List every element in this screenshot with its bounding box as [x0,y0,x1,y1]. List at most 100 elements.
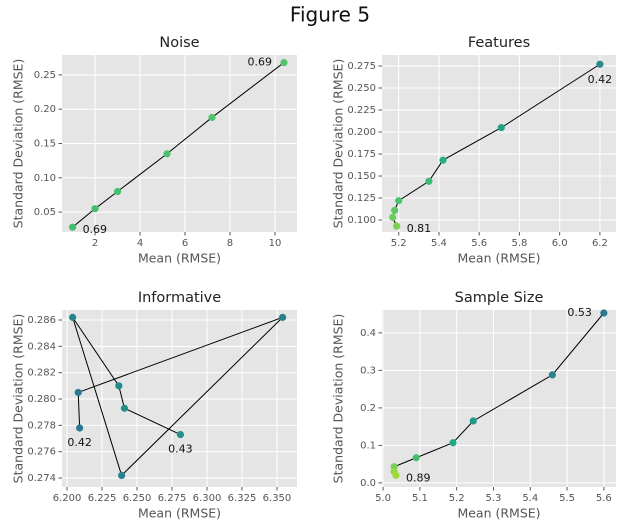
x-axis-label: Mean (RMSE) [138,251,221,266]
y-tick-label: 0.20 [34,104,56,115]
y-tick-label: 0.282 [27,368,56,379]
x-tick-label: 5.6 [471,238,487,249]
x-tick-label: 6 [182,238,188,249]
point [600,309,608,317]
x-tick-label: 6.300 [193,493,222,504]
point [389,213,397,221]
point [449,439,457,447]
x-tick-label: 6.225 [88,493,117,504]
x-tick-label: 4 [137,238,143,249]
y-tick-label: 0.4 [360,328,376,339]
plot-area [62,310,297,487]
x-tick-label: 2 [92,238,98,249]
x-tick-label: 5.6 [596,493,612,504]
annotation: 0.43 [168,443,193,456]
point [393,222,401,230]
point [208,113,216,122]
y-tick-label: 0.276 [27,447,56,458]
annotation: 0.42 [67,436,92,449]
x-tick-label: 8 [227,238,233,249]
point [596,60,604,68]
x-tick-label: 5.4 [431,238,447,249]
point [469,417,477,425]
annotation: 0.81 [407,222,432,235]
x-tick-label: 6.2 [592,238,608,249]
x-tick-label: 5.0 [375,493,391,504]
y-tick-label: 0.150 [347,171,376,182]
y-tick-label: 0.15 [34,139,56,150]
subplot-title: Informative [138,290,221,306]
point [74,388,82,397]
y-tick-label: 0.274 [27,473,56,484]
point [115,382,123,390]
x-tick-label: 5.8 [511,238,527,249]
point [91,205,99,213]
x-axis-label: Mean (RMSE) [138,506,221,521]
point [280,58,288,67]
plot-area [382,55,616,232]
point [163,150,171,158]
x-tick-label: 6.275 [158,493,187,504]
x-tick-label: 5.2 [449,493,465,504]
point [176,430,185,439]
point [113,187,122,196]
y-tick-label: 0.05 [34,207,56,218]
subplot-title: Sample Size [455,290,544,306]
point [120,404,129,412]
y-tick-label: 0.250 [347,83,376,94]
plot-area [382,310,616,487]
point [391,206,399,214]
y-axis-label: Standard Deviation (RMSE) [331,314,346,484]
x-tick-label: 6.200 [53,493,82,504]
point [68,223,77,231]
point [118,471,126,480]
y-tick-label: 0.225 [347,105,376,116]
x-tick-label: 6.250 [123,493,152,504]
y-tick-label: 0.25 [34,70,56,81]
y-tick-label: 0.275 [347,61,376,72]
x-tick-label: 10 [269,238,282,249]
annotation: 0.69 [83,223,108,236]
y-tick-label: 0.278 [27,420,56,431]
y-tick-label: 0.280 [27,394,56,405]
y-axis-label: Standard Deviation (RMSE) [11,59,26,229]
y-axis-label: Standard Deviation (RMSE) [331,59,346,229]
annotation: 0.42 [588,73,613,86]
figure-title: Figure 5 [290,3,370,27]
y-tick-label: 0.2 [360,403,376,414]
point [395,197,403,205]
y-tick-label: 0.125 [347,193,376,204]
y-tick-label: 0.284 [27,341,56,352]
x-tick-label: 5.2 [391,238,407,249]
y-tick-label: 0.175 [347,149,376,160]
x-tick-label: 5.5 [559,493,575,504]
y-tick-label: 0.1 [360,440,376,451]
x-tick-label: 5.4 [522,493,538,504]
annotation: 0.53 [567,306,592,319]
y-tick-label: 0.0 [360,478,376,489]
y-tick-label: 0.286 [27,315,56,326]
y-axis-label: Standard Deviation (RMSE) [11,314,26,484]
y-tick-label: 0.100 [347,215,376,226]
y-tick-label: 0.10 [34,173,56,184]
x-tick-label: 6.0 [552,238,568,249]
point [548,371,556,379]
point [392,471,400,479]
annotation: 0.89 [406,471,431,484]
x-tick-label: 5.1 [412,493,428,504]
point [278,313,287,321]
x-axis-label: Mean (RMSE) [457,506,540,521]
x-tick-label: 6.325 [228,493,257,504]
series-line [72,62,285,228]
point [412,454,420,462]
y-tick-label: 0.200 [347,127,376,138]
point [69,313,77,321]
subplot-title: Noise [159,35,199,51]
point [425,177,433,185]
x-axis-label: Mean (RMSE) [457,251,540,266]
x-tick-label: 5.3 [486,493,502,504]
subplot-title: Features [468,35,530,51]
point [439,156,447,164]
x-tick-label: 6.350 [263,493,292,504]
